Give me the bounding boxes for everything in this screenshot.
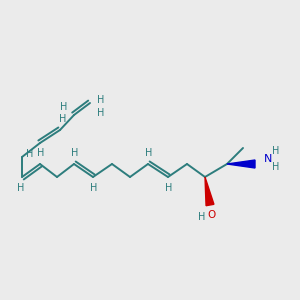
Text: H: H (272, 146, 280, 156)
Text: H: H (165, 183, 173, 193)
Text: H: H (90, 183, 98, 193)
Text: H: H (145, 148, 153, 158)
Polygon shape (227, 160, 255, 168)
Text: H: H (97, 95, 105, 105)
Text: H: H (37, 148, 45, 158)
Text: H: H (59, 114, 67, 124)
Text: H: H (26, 149, 34, 159)
Text: N: N (264, 154, 272, 164)
Text: H: H (17, 183, 25, 193)
Text: O: O (208, 210, 216, 220)
Text: H: H (71, 148, 79, 158)
Polygon shape (205, 177, 214, 206)
Text: H: H (97, 108, 105, 118)
Text: H: H (198, 212, 206, 222)
Text: H: H (272, 162, 280, 172)
Text: H: H (60, 102, 68, 112)
